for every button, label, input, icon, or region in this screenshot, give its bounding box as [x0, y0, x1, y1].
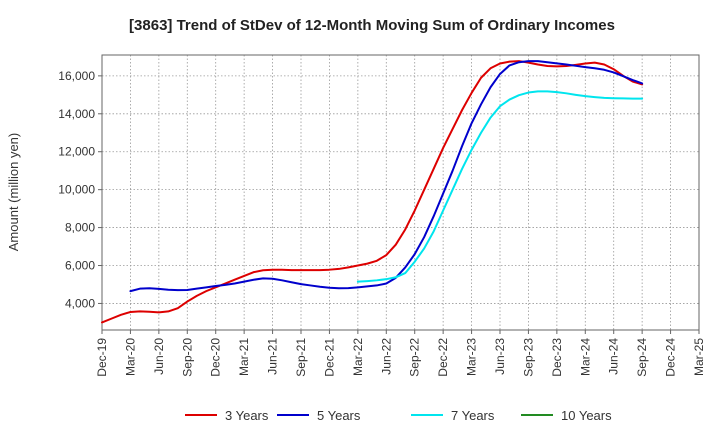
series-lines	[101, 60, 644, 324]
y-tick-label: 10,000	[58, 183, 95, 197]
grid	[102, 55, 699, 330]
legend-label: 10 Years	[561, 408, 612, 423]
x-tick-label: Sep-24	[635, 338, 649, 377]
series-line-7-years	[356, 90, 644, 283]
x-tick-label: Mar-23	[465, 338, 479, 376]
x-tick-label: Mar-24	[578, 338, 592, 376]
x-tick-label: Sep-22	[408, 338, 422, 377]
legend: 3 Years 5 Years 7 Years 10 Years	[185, 408, 612, 423]
legend-label: 7 Years	[451, 408, 495, 423]
x-tick-label: Dec-22	[436, 338, 450, 377]
x-tick-label: Jun-20	[152, 338, 166, 375]
x-tick-label: Sep-20	[180, 338, 194, 377]
x-tick-label: Dec-19	[95, 338, 109, 377]
x-tick-label: Mar-22	[351, 338, 365, 376]
y-axis-title: Amount (million yen)	[6, 133, 21, 252]
x-tick-label: Mar-25	[692, 338, 706, 376]
y-tick-label: 16,000	[58, 69, 95, 83]
x-tick-label: Jun-24	[607, 338, 621, 375]
x-axis-ticks: Dec-19 Mar-20 Jun-20 Sep-20 Dec-20 Mar-21 Jun-…	[95, 330, 706, 377]
x-tick-label: Jun-21	[266, 338, 280, 375]
y-tick-label: 4,000	[65, 296, 95, 310]
x-tick-label: Dec-20	[209, 338, 223, 377]
x-tick-label: Mar-20	[123, 338, 137, 376]
x-tick-label: Jun-23	[493, 338, 507, 375]
y-tick-label: 6,000	[65, 259, 95, 273]
series-line-3-years	[101, 60, 644, 324]
x-tick-label: Sep-21	[294, 338, 308, 377]
x-tick-label: Sep-23	[521, 338, 535, 377]
legend-label: 3 Years	[225, 408, 269, 423]
x-tick-label: Dec-23	[550, 338, 564, 377]
y-axis-ticks: 4,000 6,000 8,000 10,000 12,000 14,000 16,000	[58, 69, 102, 310]
series-line-5-years	[129, 60, 644, 293]
x-tick-label: Dec-21	[322, 338, 336, 377]
x-tick-label: Mar-21	[237, 338, 251, 376]
legend-label: 5 Years	[317, 408, 361, 423]
x-tick-label: Dec-24	[664, 338, 678, 377]
chart-title: [3863] Trend of StDev of 12-Month Moving…	[129, 17, 615, 34]
y-tick-label: 12,000	[58, 145, 95, 159]
y-tick-label: 8,000	[65, 221, 95, 235]
plot-frame	[101, 54, 700, 331]
y-tick-label: 14,000	[58, 107, 95, 121]
x-tick-label: Jun-22	[379, 338, 393, 375]
